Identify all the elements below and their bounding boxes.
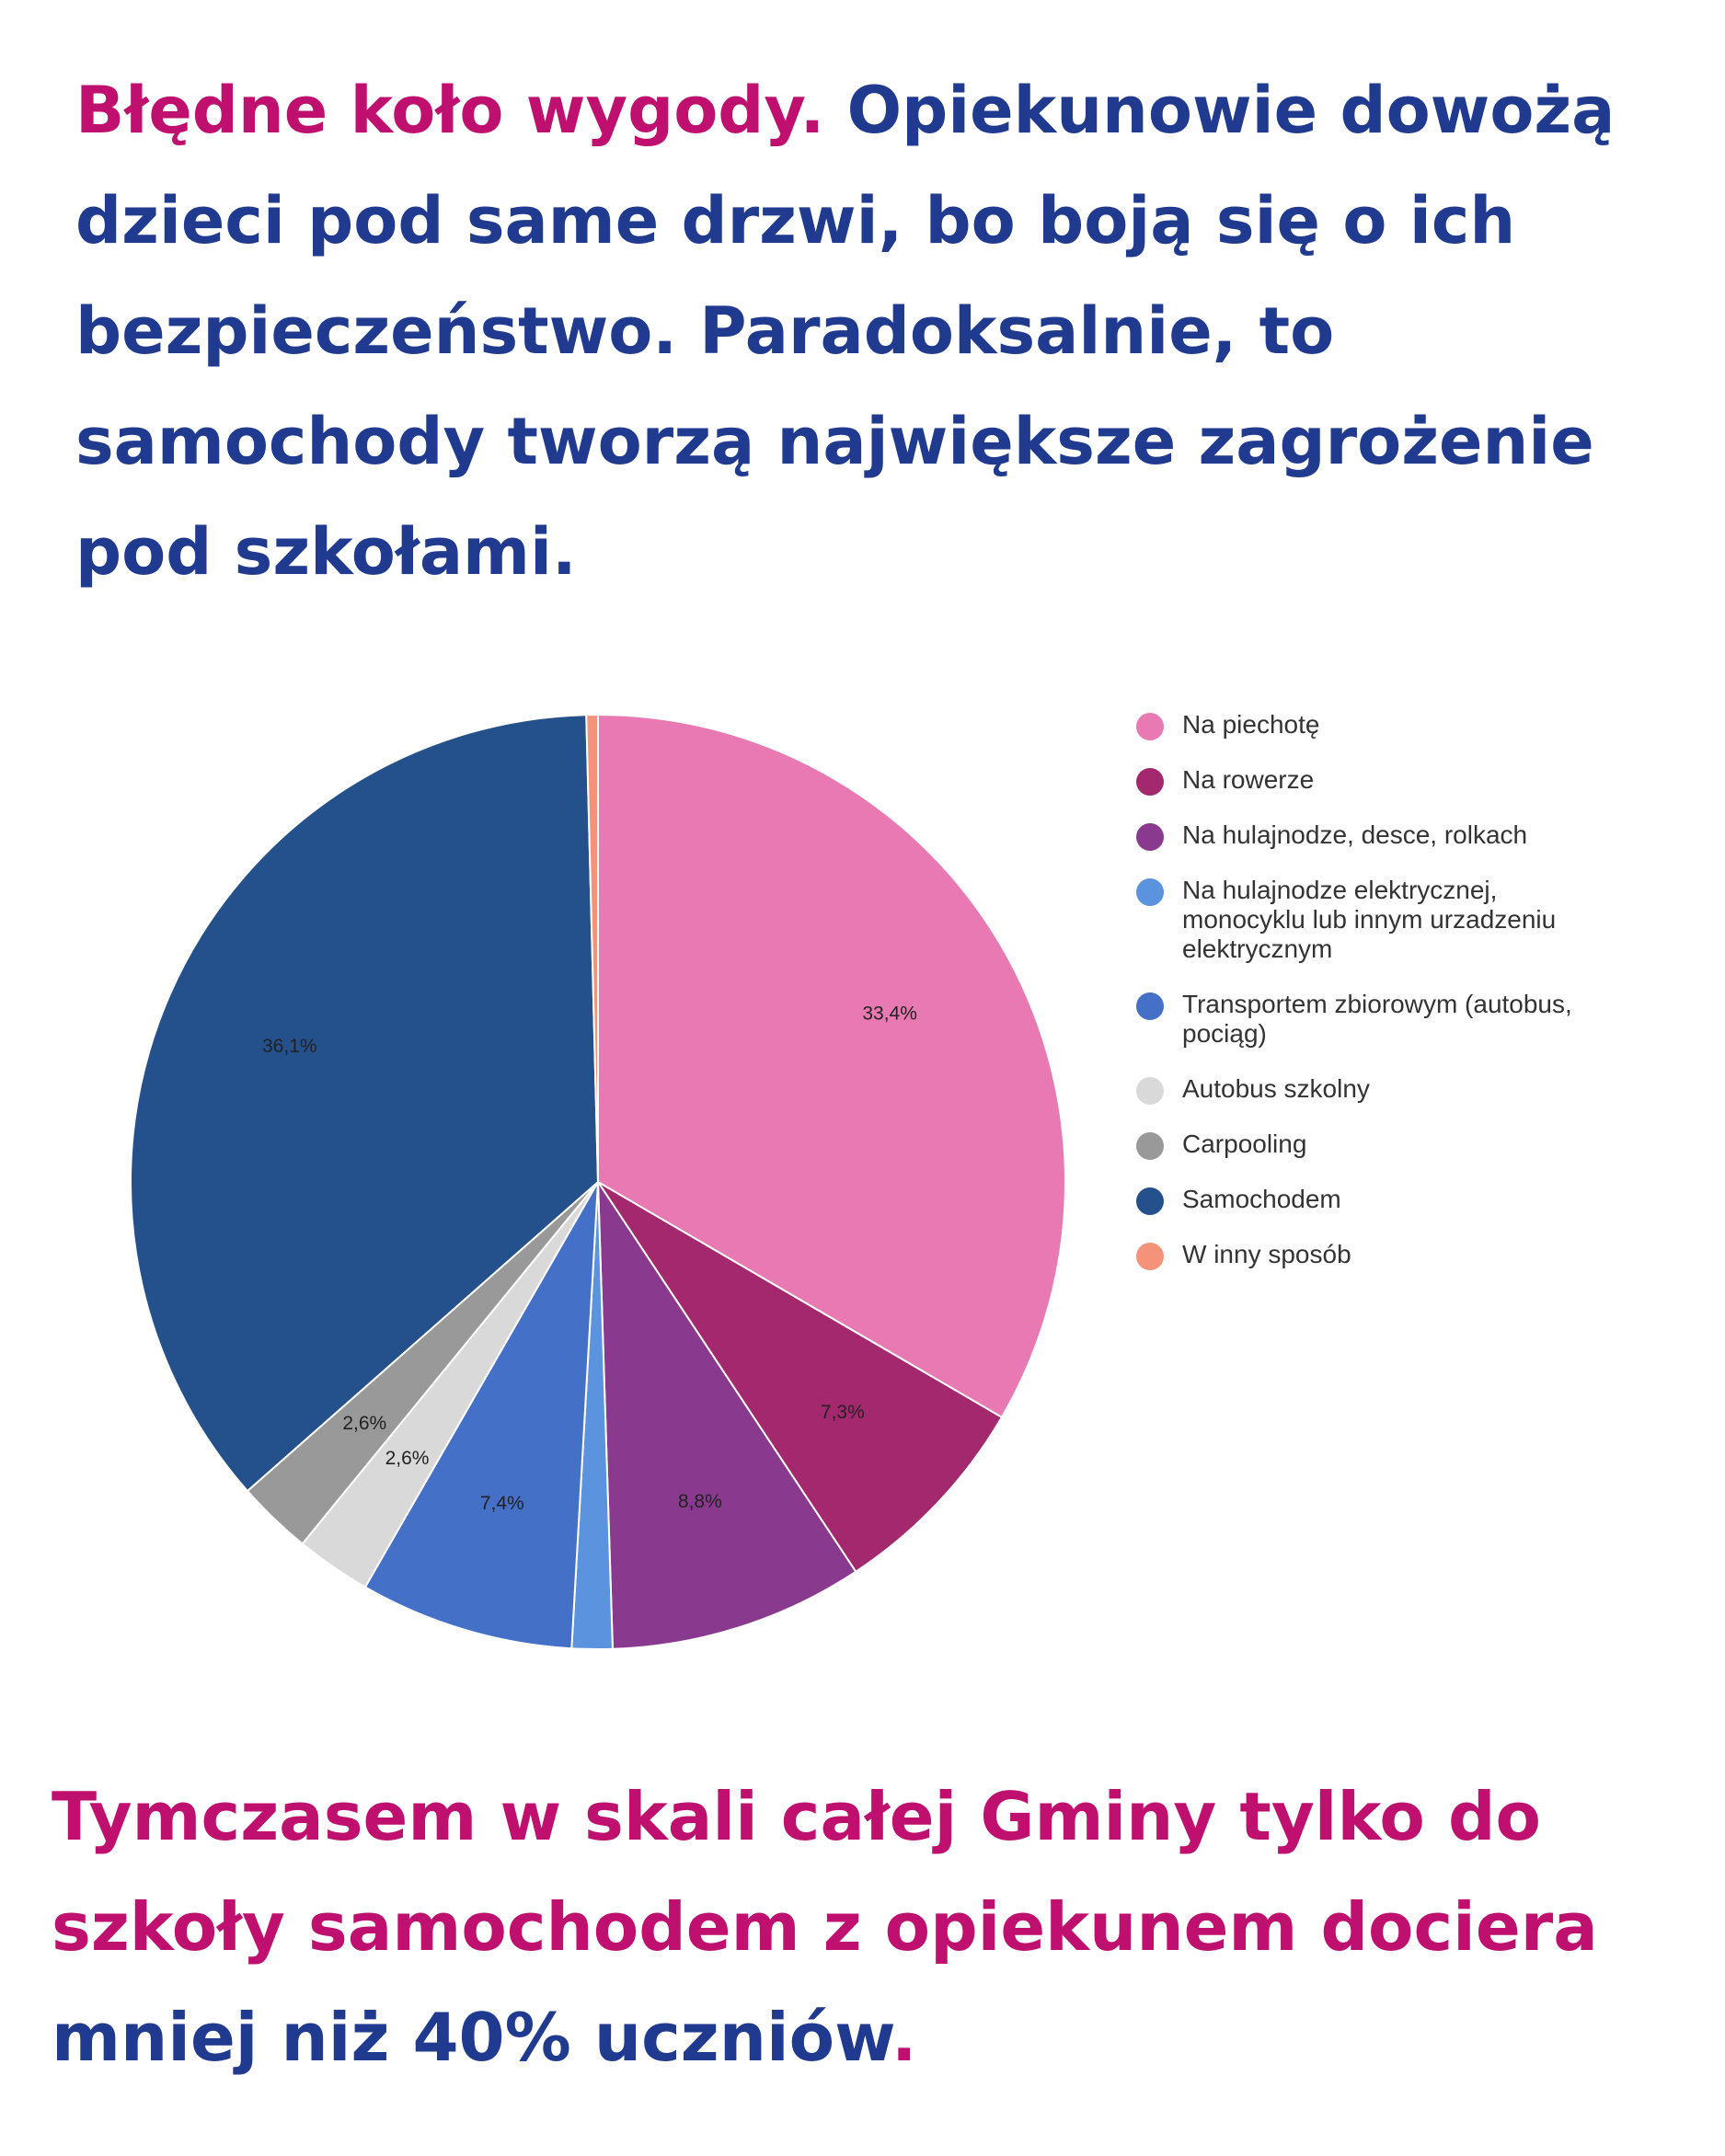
legend-label: Carpooling xyxy=(1182,1130,1306,1158)
legend-label: Na rowerze xyxy=(1182,765,1314,794)
legend-swatch xyxy=(1136,1187,1164,1215)
legend-swatch xyxy=(1136,1243,1164,1270)
legend-swatch xyxy=(1136,823,1164,851)
legend-swatch xyxy=(1136,1077,1164,1105)
footer-part3: . xyxy=(891,1999,917,2076)
legend-label: Na hulajnodze elektrycznej, monocyklu lub… xyxy=(1182,876,1556,963)
headline: Błędne koło wygody. Opiekunowie dowożą d… xyxy=(75,55,1676,607)
headline-text: Opiekunowie dowożą dzieci pod same drzwi… xyxy=(75,73,1616,590)
slice-value-label: 36,1% xyxy=(262,1036,317,1057)
legend-swatch xyxy=(1136,1132,1164,1160)
legend-label: Samochodem xyxy=(1182,1185,1341,1213)
pie-slice xyxy=(363,1181,599,1650)
legend-label: W inny sposób xyxy=(1182,1240,1351,1268)
slice-value-label: 7,4% xyxy=(480,1493,524,1514)
pie-slice xyxy=(130,714,600,1493)
legend-label: Na piechotę xyxy=(1182,710,1319,739)
pie-slice xyxy=(597,1181,1004,1574)
legend-swatch xyxy=(1136,878,1164,906)
legend-label: Transportem zbiorowym (autobus, pociąg) xyxy=(1182,990,1572,1048)
slice-value-label: 7,3% xyxy=(821,1402,865,1423)
legend-label: Na hulajnodze, desce, rolkach xyxy=(1182,820,1527,849)
pie-slice xyxy=(597,713,1066,1419)
pie-chart: 33,4% 7,3% 8,8% 7,4% 2,6% 2,6% 36,1% Na piecho… xyxy=(130,710,1572,1650)
legend-label: Autobus szkolny xyxy=(1182,1074,1370,1103)
pie-slices xyxy=(130,713,1066,1650)
slice-value-label: 8,8% xyxy=(678,1491,722,1512)
footer-part2: mniej niż 40% uczniów xyxy=(52,1999,892,2076)
footer-text: Tymczasem w skali całej Gminy tylko do s… xyxy=(52,1761,1689,2093)
footer-part1: Tymczasem w skali całej Gminy tylko do s… xyxy=(52,1778,1598,1966)
headline-highlight: Błędne koło wygody. xyxy=(75,73,825,148)
pie-slice xyxy=(596,1178,857,1650)
slice-value-label: 2,6% xyxy=(385,1448,430,1469)
legend-swatch xyxy=(1136,713,1164,740)
slice-value-label: 2,6% xyxy=(342,1413,386,1434)
pie-slice-labels: 33,4% 7,3% 8,8% 7,4% 2,6% 2,6% 36,1% xyxy=(262,1003,917,1514)
legend-swatch xyxy=(1136,992,1164,1020)
slice-value-label: 33,4% xyxy=(862,1003,917,1024)
pie-slice xyxy=(585,713,599,1183)
legend: Na piechotę Na rowerze Na hulajnodze, desc… xyxy=(1136,710,1572,1270)
legend-swatch xyxy=(1136,768,1164,796)
